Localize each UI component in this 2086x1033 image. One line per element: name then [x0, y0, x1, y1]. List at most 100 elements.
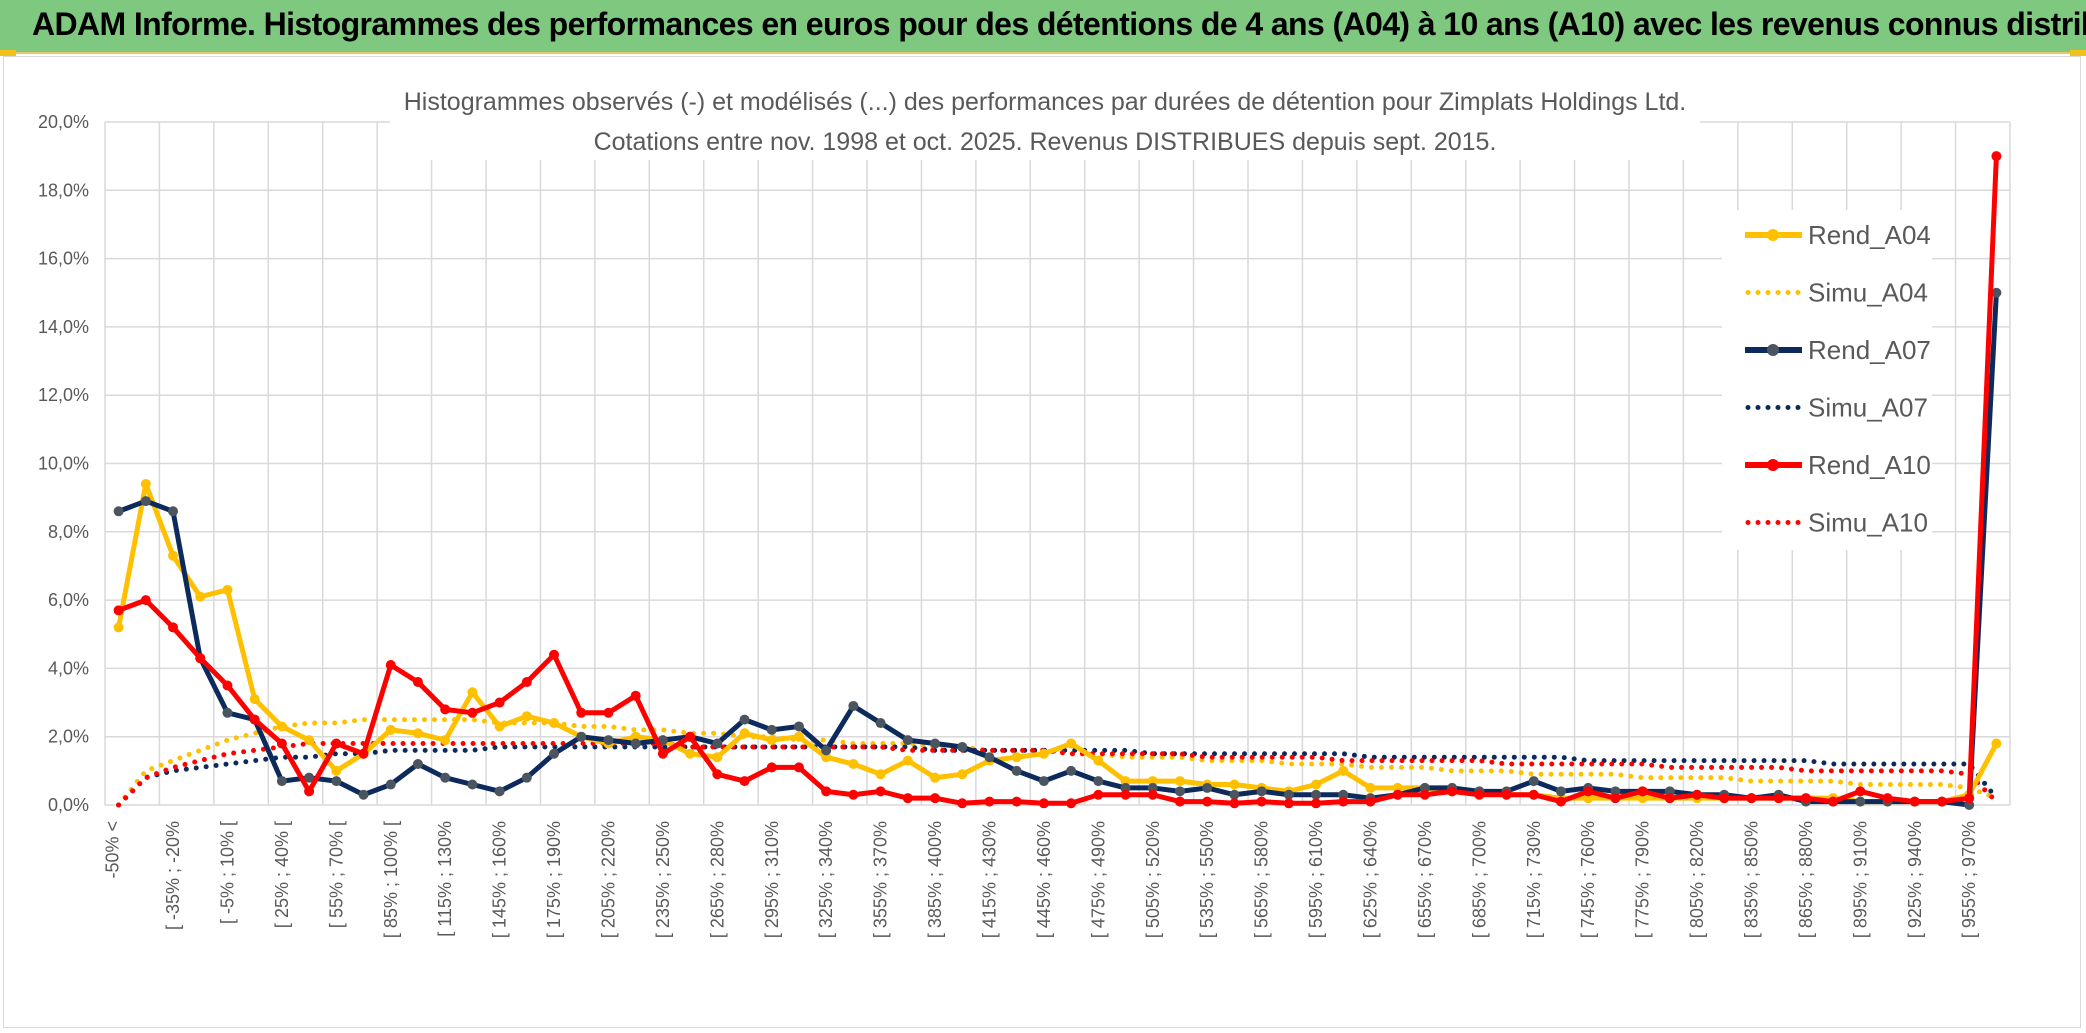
data-point: [1800, 793, 1811, 804]
data-point: [875, 718, 886, 729]
data-point: [249, 694, 260, 705]
x-tick-label: [ 685% ; 700%: [1469, 821, 1489, 938]
data-point: [549, 748, 560, 759]
data-point: [331, 738, 342, 749]
y-tick-label: 4,0%: [48, 658, 89, 678]
data-point: [304, 772, 315, 783]
data-point: [1256, 796, 1267, 807]
data-point: [1555, 796, 1566, 807]
page-title: ADAM Informe. Histogrammes des performan…: [32, 6, 2086, 42]
legend-label: Simu_A10: [1808, 508, 1928, 538]
data-point: [1909, 796, 1920, 807]
data-point: [1365, 782, 1376, 793]
data-point: [440, 704, 451, 715]
series-line: [116, 741, 1999, 808]
data-point: [331, 776, 342, 787]
data-point: [1093, 755, 1104, 766]
data-point: [168, 550, 179, 561]
data-point: [521, 772, 532, 783]
data-point: [1828, 796, 1839, 807]
data-point: [304, 735, 315, 746]
x-tick-label: [ 385% ; 400%: [925, 821, 945, 938]
data-point: [821, 745, 832, 756]
data-point: [168, 506, 179, 517]
data-point: [875, 769, 886, 780]
legend-marker: [1767, 459, 1779, 471]
data-point: [1093, 776, 1104, 787]
chart-frame: [3, 56, 2081, 1028]
data-point: [1447, 786, 1458, 797]
legend-item-simu-a04: Simu_A04: [1745, 278, 1928, 308]
x-tick-label: [ 625% ; 640%: [1360, 821, 1380, 938]
data-point: [984, 796, 995, 807]
data-point: [957, 798, 968, 809]
data-point: [1855, 796, 1866, 807]
data-point: [1882, 793, 1893, 804]
data-point: [1936, 796, 1947, 807]
y-tick-label: 12,0%: [38, 385, 89, 405]
data-point: [685, 731, 696, 742]
legend-item-simu-a07: Simu_A07: [1745, 393, 1928, 423]
legend-item-simu-a10: Simu_A10: [1745, 508, 1928, 538]
data-point: [766, 735, 777, 746]
data-point: [1256, 786, 1267, 797]
data-point: [1746, 793, 1757, 804]
data-point: [657, 748, 668, 759]
data-point: [712, 738, 723, 749]
data-point: [412, 759, 423, 770]
data-point: [1338, 796, 1349, 807]
legend-item-rend-a10: Rend_A10: [1745, 450, 1931, 480]
legend-label: Rend_A07: [1808, 335, 1931, 365]
data-point: [930, 793, 941, 804]
data-point: [412, 677, 423, 688]
data-point: [494, 786, 505, 797]
data-point: [140, 478, 151, 489]
data-point: [902, 755, 913, 766]
data-point: [1311, 779, 1322, 790]
x-tick-label: [ 565% ; 580%: [1252, 821, 1272, 938]
data-point: [195, 591, 206, 602]
data-point: [1474, 789, 1485, 800]
x-tick-label: [ 895% ; 910%: [1850, 821, 1870, 938]
title-banner: ADAM Informe. Histogrammes des performan…: [0, 0, 2086, 54]
data-point: [739, 728, 750, 739]
data-point: [1120, 789, 1131, 800]
data-point: [603, 735, 614, 746]
data-point: [1365, 796, 1376, 807]
chart-subtitle: Cotations entre nov. 1998 et oct. 2025. …: [594, 128, 1497, 156]
data-point: [113, 622, 124, 633]
data-point: [385, 659, 396, 670]
y-tick-label: 0,0%: [48, 795, 89, 815]
y-tick-label: 14,0%: [38, 317, 89, 337]
data-point: [222, 707, 233, 718]
data-point: [766, 724, 777, 735]
data-point: [412, 728, 423, 739]
data-point: [1229, 779, 1240, 790]
data-point: [385, 779, 396, 790]
x-tick-label: [ 475% ; 490%: [1088, 821, 1108, 938]
data-point: [549, 649, 560, 660]
data-point: [1991, 151, 2002, 162]
data-point: [440, 772, 451, 783]
chart-title-background: [390, 82, 1700, 160]
x-tick-label: [ 925% ; 940%: [1905, 821, 1925, 938]
data-point: [1392, 789, 1403, 800]
data-point: [1311, 789, 1322, 800]
data-point: [1038, 776, 1049, 787]
data-point: [1664, 793, 1675, 804]
data-point: [440, 735, 451, 746]
data-point: [739, 776, 750, 787]
data-point: [875, 786, 886, 797]
x-tick-label: [ 145% ; 160%: [490, 821, 510, 938]
y-axis-labels: 0,0% 2,0% 4,0% 6,0% 8,0% 10,0% 12,0% 14,0% 16,0%…: [38, 112, 89, 815]
data-point: [1719, 793, 1730, 804]
data-point: [467, 687, 478, 698]
corner-marker-right: [2070, 50, 2086, 56]
y-tick-label: 10,0%: [38, 454, 89, 474]
data-point: [222, 680, 233, 691]
x-tick-label: [ 865% ; 880%: [1796, 821, 1816, 938]
data-point: [1991, 287, 2002, 298]
data-point: [1773, 793, 1784, 804]
y-tick-label: 20,0%: [38, 112, 89, 132]
